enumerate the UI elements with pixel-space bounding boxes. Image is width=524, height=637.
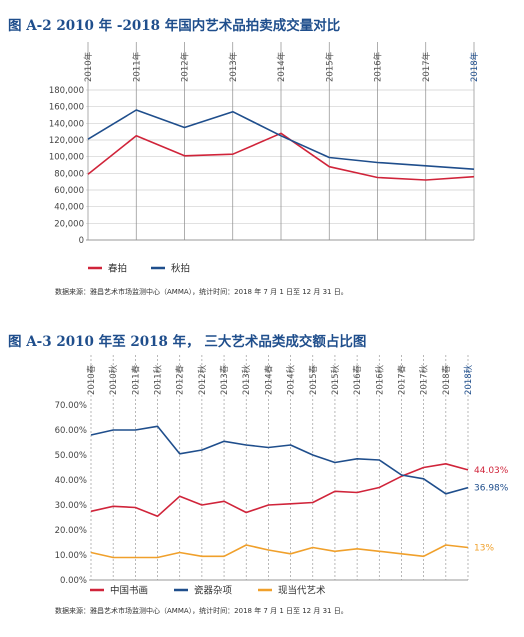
chart1-ytick-label: 40,000: [54, 203, 84, 213]
chart2-ytick-label: 30.00%: [55, 501, 87, 511]
chart2-legend-label-1: 瓷器杂项: [194, 585, 233, 597]
chart1-xtick-label: 2018年: [469, 51, 480, 82]
chart1-title: 图 A-2 2010 年 -2018 年国内艺术品拍卖成交量对比: [8, 18, 341, 34]
chart2-ytick-label: 40.00%: [55, 476, 87, 486]
chart1-xtick-label: 2016年: [373, 51, 384, 82]
chart2-xtick-label: 2011春: [130, 364, 141, 395]
chart2-end-label-2: 13%: [474, 544, 494, 554]
chart2-xtick-label: 2014春: [263, 364, 274, 395]
chart2-ytick-label: 0.00%: [60, 576, 87, 586]
chart1-ytick-label: 80,000: [54, 169, 84, 179]
chart1-plot: 0 20,000 40,000 60,000 80,000 100,000 120,000 1…: [49, 42, 480, 275]
chart2-xtick-label: 2016春: [352, 364, 363, 395]
chart1-ytick-label: 0: [79, 236, 84, 246]
chart1-xtick-label: 2015年: [324, 51, 335, 82]
chart1-ytick-label: 20,000: [54, 219, 84, 229]
chart2-xtick-label: 2017春: [396, 364, 407, 395]
chart2-ytick-label: 10.00%: [55, 551, 87, 561]
chart2-xtick-label: 2011秋: [153, 364, 164, 395]
chart1-ytick-label: 120,000: [49, 136, 84, 146]
chart2-legend-label-2: 现当代艺术: [278, 585, 326, 597]
chart1-xtick-label: 2013年: [228, 51, 239, 82]
chart2-xtick-label: 2015春: [308, 364, 319, 395]
chart1-xtick-label: 2014年: [276, 51, 287, 82]
chart2-xtick-label: 2017秋: [419, 364, 430, 395]
chart1-xtick-label: 2010年: [83, 51, 94, 82]
chart2-xtick-label: 2010春: [86, 364, 97, 395]
chart2-ytick-label: 70.00%: [55, 401, 87, 411]
chart2-ytick-label: 60.00%: [55, 426, 87, 436]
chart2-xtick-label: 2013春: [219, 364, 230, 395]
chart2-legend-label-0: 中国书画: [110, 585, 148, 597]
chart2-title: 图 A-3 2010 年至 2018 年， 三大艺术品类成交额占比图: [8, 334, 367, 350]
chart2-xtick-label: 2014秋: [286, 364, 297, 395]
chart1-series-line-1: [87, 109, 475, 170]
chart2-xtick-label: 2018秋: [463, 364, 474, 395]
chart1-xtick-label: 2012年: [180, 51, 191, 82]
chart2-ytick-label: 50.00%: [55, 451, 87, 461]
chart2-series-line-2: [90, 544, 469, 559]
chart2-series-line-1: [90, 425, 469, 495]
chart1-source: 数据来源：雅昌艺术市场监测中心（AMMA），统计时间：2018 年 7 月 1 …: [55, 288, 348, 296]
chart1-legend-label-0: 春拍: [108, 263, 127, 275]
chart2-xtick-label: 2012春: [175, 364, 186, 395]
chart2-xtick-label: 2010秋: [108, 364, 119, 395]
chart1-xtick-label: 2011年: [131, 51, 142, 82]
chart2-end-label-1: 36.98%: [474, 484, 509, 494]
chart1-xtick-label: 2017年: [421, 51, 432, 82]
chart2-series-line-0: [90, 462, 469, 518]
chart1-series-line-0: [87, 132, 475, 181]
chart2-xtick-label: 2016秋: [374, 364, 385, 395]
chart2-xtick-label: 2015秋: [330, 364, 341, 395]
chart1-legend-label-1: 秋拍: [171, 263, 190, 275]
chart1-ytick-label: 180,000: [49, 86, 84, 96]
chart2-xtick-label: 2018春: [441, 364, 452, 395]
chart1-ytick-label: 100,000: [49, 153, 84, 163]
chart1-ytick-label: 160,000: [49, 103, 84, 113]
chart1-ytick-label: 60,000: [54, 186, 84, 196]
chart2-xtick-label: 2013秋: [241, 364, 252, 395]
chart2-xtick-label: 2012秋: [197, 364, 208, 395]
chart2-end-label-0: 44.03%: [474, 466, 509, 476]
chart1-ytick-label: 140,000: [49, 119, 84, 129]
chart2-source: 数据来源：雅昌艺术市场监测中心（AMMA），统计时间：2018 年 7 月 1 …: [55, 607, 348, 615]
chart2-ytick-label: 20.00%: [55, 526, 87, 536]
